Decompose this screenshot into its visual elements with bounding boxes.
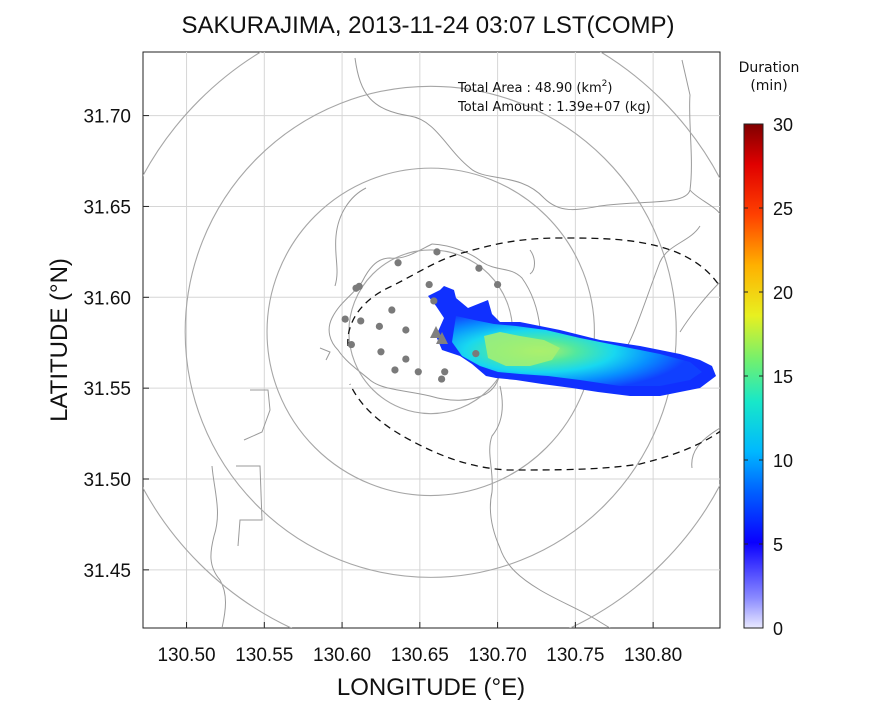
colorbar-tick-label: 10 (773, 451, 793, 471)
y-tick-label: 31.65 (83, 197, 131, 218)
plot-area (142, 51, 721, 629)
colorbar-title: Duration (739, 60, 800, 76)
station-dot (377, 348, 385, 356)
x-tick-label: 130.65 (391, 645, 449, 666)
y-tick-label: 31.50 (83, 470, 131, 491)
vent-marker-2 (436, 332, 448, 344)
station-dot (391, 366, 399, 374)
area-superscript: 2 (602, 79, 608, 89)
colorbar-ticks: 0 5 10 15 20 25 30 (744, 115, 793, 639)
station-dot (493, 280, 502, 289)
plume-inner (452, 316, 702, 386)
station-dot (357, 317, 365, 325)
station-dot (441, 368, 449, 376)
y-tick-label: 31.55 (83, 379, 131, 400)
station-dot (402, 326, 410, 334)
colorbar-tick-label: 25 (773, 199, 793, 219)
station-dot (388, 306, 396, 314)
colorbar-unit: (min) (750, 78, 787, 94)
range-ring (266, 167, 595, 497)
station-dot (475, 264, 483, 272)
station-dot (341, 315, 349, 323)
colorbar: Duration (min) 0 5 10 15 20 25 30 (739, 60, 800, 639)
total-area-text: Total Area : 48.90 (km (457, 81, 602, 96)
y-tick-label: 31.60 (83, 288, 131, 309)
x-axis-label: LONGITUDE (°E) (337, 674, 525, 701)
x-tick-label: 130.75 (546, 645, 604, 666)
station-dot (347, 340, 356, 349)
station-dot (352, 284, 360, 292)
y-axis-label: LATITUDE (°N) (46, 258, 73, 422)
y-tick-label: 31.45 (83, 561, 131, 582)
station-dot (414, 368, 422, 376)
chart-title: SAKURAJIMA, 2013-11-24 03:07 LST(COMP) (181, 12, 674, 39)
range-ring (184, 85, 677, 578)
x-tick-label: 130.70 (469, 645, 527, 666)
forecast-contour (347, 237, 720, 471)
station-dot (438, 375, 446, 383)
colorbar-tick-label: 0 (773, 619, 783, 639)
total-area-annotation: Total Area : 48.90 (km2) (457, 79, 612, 96)
y-axis-ticks: 31.45 31.50 31.55 31.60 31.65 31.70 (83, 107, 149, 582)
ash-plume (428, 286, 716, 396)
x-tick-label: 130.50 (157, 645, 215, 666)
colorbar-tick-label: 15 (773, 367, 793, 387)
station-dot (375, 322, 383, 330)
station-dot (430, 297, 438, 305)
station-dot (433, 248, 441, 256)
x-tick-label: 130.55 (235, 645, 293, 666)
x-tick-label: 130.80 (624, 645, 682, 666)
station-dot (472, 350, 480, 358)
y-tick-label: 31.70 (83, 107, 131, 128)
x-axis-ticks: 130.50 130.55 130.60 130.65 130.70 130.75 130.… (157, 622, 682, 666)
x-tick-label: 130.60 (313, 645, 371, 666)
station-markers (341, 248, 502, 383)
total-amount-annotation: Total Amount : 1.39e+07 (kg) (457, 100, 651, 115)
vent-marker (430, 326, 442, 338)
station-dot (425, 280, 433, 289)
colorbar-tick-label: 30 (773, 115, 793, 135)
plume-core (484, 332, 560, 366)
colorbar-tick-label: 20 (773, 283, 793, 303)
station-dot (394, 259, 402, 267)
colorbar-tick-label: 5 (773, 535, 783, 555)
area-close: ) (607, 81, 612, 96)
station-dot (402, 355, 410, 363)
